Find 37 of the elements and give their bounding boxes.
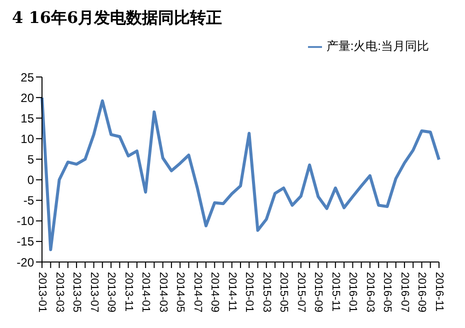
x-tick-label: 2015-09	[312, 272, 324, 312]
chart-title: 4 16年6月发电数据同比转正	[11, 8, 224, 29]
x-tick-label: 2014-11	[226, 272, 238, 312]
y-tick-label: -10	[16, 214, 34, 228]
x-tick-label: 2016-09	[416, 272, 428, 312]
x-tick-label: 2013-07	[88, 272, 100, 312]
legend-label: 产量:火电:当月同比	[326, 39, 429, 53]
x-tick-label: 2015-11	[329, 272, 342, 312]
x-tick-label: 2014-01	[140, 272, 152, 312]
x-tick-label: 2013-09	[105, 272, 118, 312]
x-tick-label: 2014-09	[208, 272, 221, 312]
y-tick-label: -15	[16, 234, 34, 249]
x-tick-label: 2014-03	[156, 272, 169, 312]
x-tick-label: 2013-03	[53, 272, 66, 312]
y-tick-label: 25	[20, 70, 34, 84]
line-series	[40, 96, 440, 252]
x-tick-label: 2016-01	[346, 272, 359, 312]
y-tick-label: 10	[20, 132, 34, 146]
x-tick-label: 2015-05	[278, 272, 290, 312]
y-tick-label: -20	[16, 255, 34, 270]
y-tick-label: 15	[20, 111, 34, 126]
x-tick-label: 2013-11	[122, 272, 134, 312]
x-tick-label: 2014-07	[191, 272, 204, 312]
x-tick-label: 2015-01	[243, 272, 256, 312]
y-tick-label: 20	[20, 90, 34, 105]
y-tick-label: 0	[27, 173, 34, 188]
x-tick-label: 2016-11	[433, 272, 445, 312]
x-tick-label: 2015-07	[294, 272, 307, 312]
x-tick-label: 2016-05	[381, 272, 394, 312]
x-tick-label: 2013-01	[36, 272, 48, 312]
y-tick-label: -5	[23, 194, 34, 208]
x-tick-label: 2016-03	[364, 272, 376, 312]
x-tick-label: 2015-03	[260, 272, 272, 312]
y-tick-label: 5	[27, 152, 34, 166]
x-tick-label: 2013-05	[70, 272, 83, 312]
x-tick-label: 2016-07	[398, 272, 410, 312]
x-tick-label: 2014-05	[174, 272, 186, 312]
